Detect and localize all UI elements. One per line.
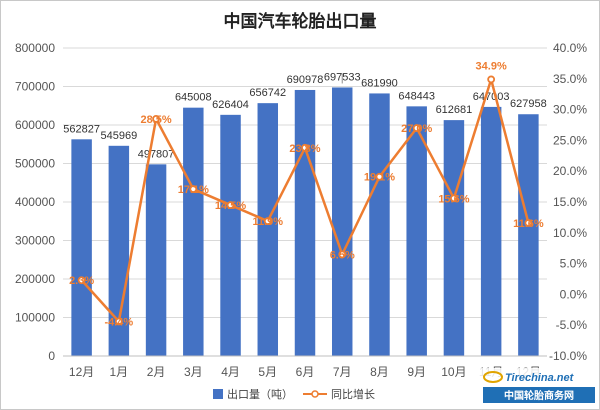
y-left-tick-label: 500000	[15, 157, 55, 171]
bar	[183, 107, 204, 356]
y-right-tick-label: 30.0%	[553, 103, 587, 117]
x-tick-label: 6月	[296, 365, 315, 379]
y-right-tick-label: 0.0%	[560, 287, 588, 301]
bar	[369, 93, 390, 357]
bar	[480, 106, 502, 357]
bar-value-label: 645008	[175, 92, 212, 104]
bar	[71, 139, 92, 356]
bar	[518, 114, 539, 356]
bar-value-label: 545969	[100, 130, 137, 142]
bar-value-label: 497807	[138, 148, 175, 160]
growth-point	[412, 124, 421, 132]
x-tick-label: 5月	[258, 365, 277, 379]
y-left-tick-label: 800000	[15, 41, 55, 55]
x-tick-label: 2月	[147, 365, 166, 379]
legend-line-label: 同比增长	[331, 387, 375, 401]
bar-value-label: 612681	[436, 104, 473, 116]
growth-value-label: 2.3%	[69, 275, 94, 287]
bar-value-label: 681990	[361, 77, 398, 89]
y-right-tick-label: 25.0%	[553, 133, 587, 147]
y-right-tick-label: 35.0%	[553, 72, 587, 86]
bar-value-label: 562827	[63, 123, 100, 135]
bar	[443, 120, 465, 356]
growth-value-label: 19.1%	[364, 172, 395, 184]
x-tick-label: 8月	[370, 365, 389, 379]
bar	[257, 103, 279, 356]
y-right-tick-label: 10.0%	[553, 226, 587, 240]
y-left-tick-label: 400000	[15, 195, 55, 209]
watermark-banner	[483, 387, 595, 403]
bar-value-label: 626404	[212, 99, 249, 111]
growth-value-label: 14.5%	[215, 200, 246, 212]
y-left-tick-label: 200000	[15, 272, 55, 286]
legend-line-marker	[311, 390, 319, 398]
bar-value-label: 656742	[249, 87, 286, 99]
y-right-tick-label: 5.0%	[560, 257, 588, 271]
y-right-tick-label: -5.0%	[556, 318, 588, 332]
growth-point	[301, 143, 309, 152]
growth-value-label: 27.0%	[401, 123, 432, 135]
x-tick-label: 4月	[221, 365, 240, 379]
bar	[294, 89, 316, 356]
y-right-tick-label: 40.0%	[553, 41, 587, 55]
x-tick-label: 9月	[407, 365, 426, 379]
legend-bar-swatch	[213, 389, 223, 399]
y-right-tick-label: -10.0%	[549, 349, 587, 363]
bar	[331, 87, 353, 356]
y-left-tick-label: 100000	[15, 311, 55, 325]
growth-value-label: 15.6%	[438, 193, 469, 205]
y-left-tick-label: 700000	[15, 80, 55, 94]
growth-point	[524, 219, 533, 227]
growth-point	[375, 172, 384, 181]
growth-value-label: -4.4%	[104, 317, 133, 329]
x-tick-label: 12月	[69, 365, 94, 379]
growth-point	[114, 317, 123, 326]
x-tick-label: 1月	[110, 365, 129, 379]
growth-point	[450, 194, 458, 203]
growth-point	[226, 201, 235, 209]
y-right-tick-label: 15.0%	[553, 195, 587, 209]
watermark-logo-icon	[483, 371, 503, 383]
growth-value-label: 11.6%	[513, 218, 544, 230]
y-left-tick-label: 600000	[15, 118, 55, 132]
bar	[220, 114, 241, 356]
growth-value-label: 6.5%	[330, 249, 355, 261]
bar-value-label: 690978	[287, 74, 324, 86]
growth-point	[487, 75, 496, 84]
y-left-tick-label: 300000	[15, 234, 55, 248]
growth-value-label: 28.5%	[140, 114, 171, 126]
bar	[145, 164, 167, 356]
bar-value-label: 627958	[510, 98, 547, 110]
bar	[406, 106, 427, 356]
growth-point	[77, 276, 86, 285]
legend-bar-label: 出口量（吨）	[227, 387, 293, 401]
bar	[108, 145, 130, 356]
growth-point	[189, 185, 198, 193]
bar-value-label: 648443	[398, 90, 435, 102]
watermark-site: Tirechina.net	[505, 372, 575, 384]
growth-value-label: 11.9%	[252, 216, 283, 228]
x-tick-label: 3月	[184, 365, 203, 379]
growth-point	[338, 250, 347, 259]
growth-value-label: 34.9%	[476, 60, 507, 72]
x-tick-label: 7月	[333, 365, 352, 379]
growth-point	[152, 114, 160, 123]
x-tick-label: 10月	[441, 365, 466, 379]
watermark-name: 中国轮胎商务网	[504, 389, 574, 402]
chart-title: 中国汽车轮胎出口量	[224, 11, 377, 32]
growth-value-label: 23.8%	[289, 143, 320, 155]
growth-point	[263, 217, 272, 225]
y-right-tick-label: 20.0%	[553, 164, 587, 178]
bar-value-label: 647003	[473, 91, 510, 103]
growth-value-label: 17.1%	[178, 184, 209, 196]
y-left-tick-label: 0	[48, 349, 55, 363]
